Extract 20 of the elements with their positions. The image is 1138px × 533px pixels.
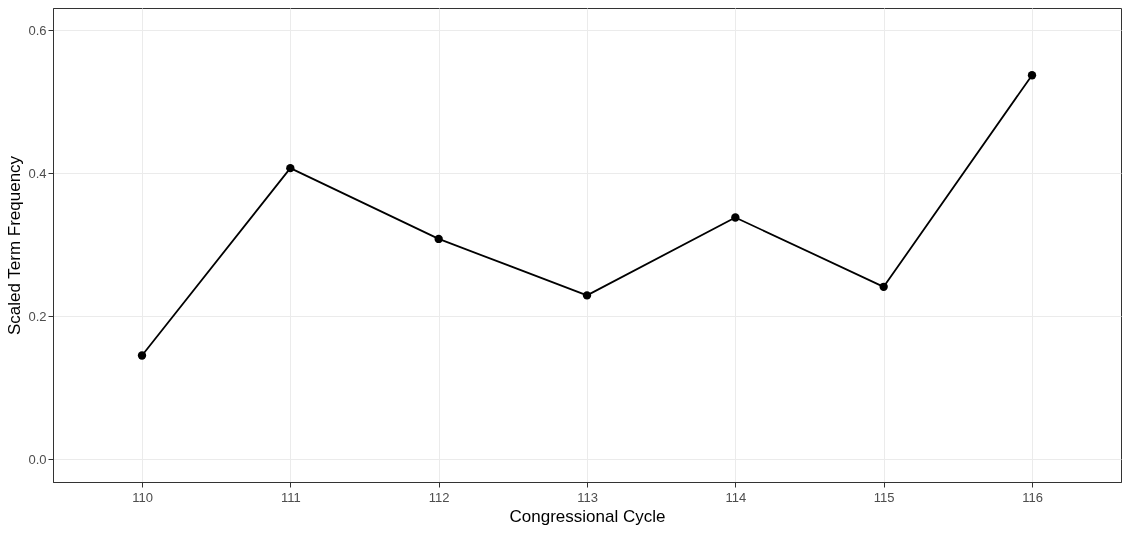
x-tick-label: 113 [577, 489, 598, 505]
x-tick-label: 115 [873, 489, 895, 505]
point [137, 351, 147, 360]
y-tick-label: 0.4 [28, 165, 47, 181]
x-tick-label: 116 [1022, 489, 1043, 505]
x-tick-label: 111 [280, 489, 301, 505]
point [582, 291, 592, 300]
x-tick-label: 110 [132, 489, 153, 505]
point [286, 163, 295, 173]
y-axis-title: Scaled Term Frequency [5, 155, 25, 336]
y-tick-label: 0.0 [28, 451, 47, 467]
y-tick-label: 0.2 [28, 308, 47, 324]
point [434, 234, 443, 244]
y-tick-label: 0.6 [28, 22, 47, 38]
point [1027, 71, 1037, 80]
x-tick-label: 114 [725, 489, 747, 505]
x-axis-title: Congressional Cycle [509, 506, 666, 526]
point [731, 213, 740, 222]
x-tick-label: 112 [428, 489, 450, 505]
point [879, 282, 888, 291]
